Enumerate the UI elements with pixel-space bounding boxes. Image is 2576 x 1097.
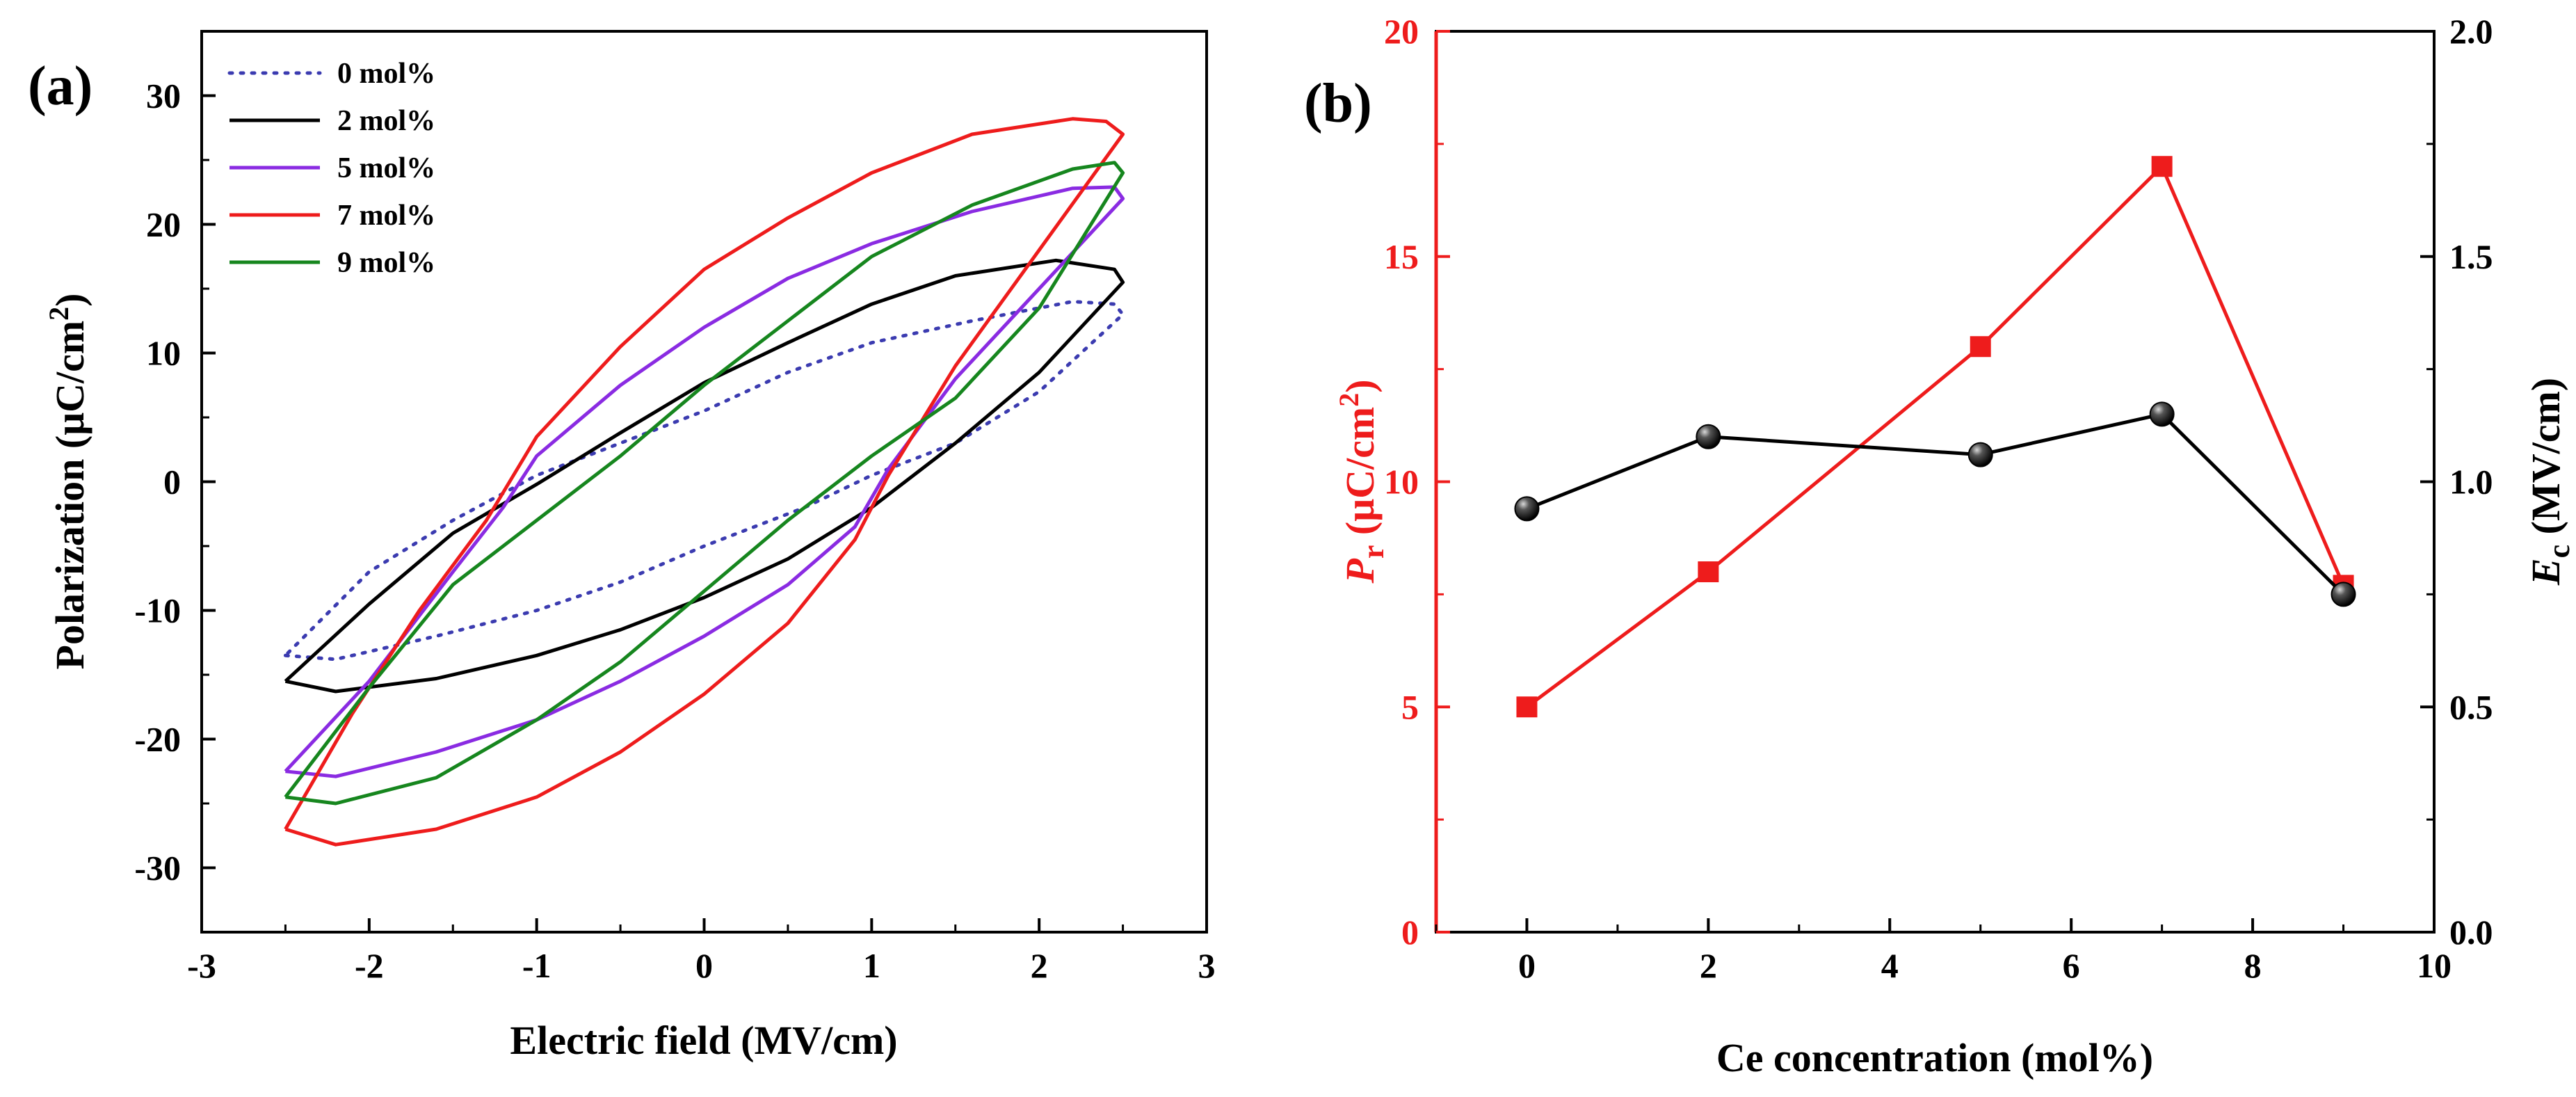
series-line-Ec (1526, 412, 2345, 596)
panel-a-y-ticks: -30 -20 -10 0 10 20 30 (134, 30, 216, 888)
panel-b-right-y-axis-label: Ec (MV/cm) (2523, 378, 2576, 586)
panel-b-right-y-tick-label: 1.5 (2449, 237, 2493, 276)
hysteresis-loop-2 (284, 185, 1125, 778)
legend-label-3: 7 mol% (337, 200, 435, 232)
panel-b-x-axis-label: Ce concentration (mol%) (1716, 1035, 2153, 1080)
hysteresis-loop-3 (284, 117, 1125, 847)
legend-label-2: 5 mol% (337, 152, 435, 184)
panel-b-x-tick-label: 8 (2244, 946, 2262, 985)
panel-b-left-y-tick-label: 0 (1401, 913, 1419, 952)
panel-a-y-label-close: ) (47, 294, 92, 307)
panel-b-x-tick-label: 4 (1881, 946, 1899, 985)
panel-b-left-y-tick-label: 5 (1401, 687, 1419, 726)
panel-b-label: (b) (1304, 73, 1372, 134)
data-point-Ec (2149, 401, 2175, 427)
panel-a-x-tick-label: 0 (695, 946, 713, 985)
panel-b-right-y-label-unit: (MV/cm) (2523, 378, 2568, 545)
panel-b-left-y-label-close: ) (1337, 379, 1383, 392)
panel-b-right-y-tick-label: 2.0 (2449, 12, 2493, 51)
panel-a-x-tick-label: 2 (1031, 946, 1048, 985)
hysteresis-loop-1 (284, 258, 1125, 694)
panel-b-right-y-tick-label: 0.5 (2449, 687, 2493, 726)
panel-b-chart: (b) 0 2 4 6 8 10 0 5 10 15 20 0.0 0.5 1.0 1.5 2.0 Ce … (1304, 12, 2576, 1080)
data-point-Pr (2151, 156, 2173, 177)
panel-a-y-tick-label: 0 (163, 463, 181, 502)
panel-b-left-y-tick-label: 10 (1384, 463, 1419, 502)
data-point-Ec (1967, 442, 1993, 467)
panel-b-left-y-label-symbol: P (1337, 559, 1383, 584)
panel-a-x-tick-label: -2 (355, 946, 384, 985)
panel-b-right-y-label-sub: c (2542, 545, 2576, 559)
panel-a-legend: 0 mol% 2 mol% 5 mol% 7 mol% 9 mol% (227, 58, 435, 279)
panel-a-y-tick-label: 30 (146, 77, 181, 115)
panel-a-y-axis-label: Polarization (μC/cm2) (43, 294, 92, 670)
legend-label-0: 0 mol% (337, 58, 435, 90)
panel-b-left-y-label-sup: 2 (1333, 393, 1365, 407)
panel-a-x-tick-label: 3 (1198, 946, 1216, 985)
data-point-Pr (1698, 561, 1719, 582)
data-point-Pr (1516, 696, 1538, 718)
panel-b-x-tick-label: 10 (2417, 946, 2452, 985)
panel-b-left-y-label-sub: r (1356, 545, 1390, 559)
legend-label-1: 2 mol% (337, 105, 435, 137)
panel-b-left-y-tick-label: 20 (1384, 12, 1419, 51)
panel-b-left-y-axis-label: Pr (μC/cm2) (1333, 379, 1390, 584)
data-point-Ec (1514, 496, 1540, 522)
panel-a-y-tick-label: -20 (134, 720, 181, 759)
panel-b-x-tick-label: 6 (2063, 946, 2080, 985)
panel-a-y-tick-label: 10 (146, 334, 181, 373)
panel-b-right-y-ticks: 0.0 0.5 1.0 1.5 2.0 (2420, 12, 2493, 952)
panel-a-series-group (283, 117, 1125, 847)
panel-b-left-y-tick-label: 15 (1384, 237, 1419, 276)
panel-a-y-tick-label: -10 (134, 591, 181, 630)
panel-a-y-tick-label: 20 (146, 205, 181, 244)
hysteresis-loop-0 (283, 300, 1125, 662)
panel-b-right-y-label-symbol: E (2523, 558, 2568, 586)
legend-label-4: 9 mol% (337, 247, 435, 279)
panel-a-y-tick-label: -30 (134, 849, 181, 888)
panel-b-x-tick-label: 0 (1518, 946, 1536, 985)
panel-b-series-group (1514, 156, 2356, 718)
panel-a-x-tick-label: -1 (522, 946, 552, 985)
panel-b-plot-frame (1435, 30, 2436, 934)
data-point-Ec (1696, 424, 1721, 449)
panel-b-left-y-label-unit: (μC/cm (1337, 407, 1383, 545)
panel-a-y-label-sup: 2 (43, 307, 74, 321)
panel-a-x-tick-label: -3 (187, 946, 216, 985)
panel-b-left-y-ticks: 0 5 10 15 20 (1384, 12, 1450, 952)
series-line-Pr (1526, 164, 2345, 709)
hysteresis-loop-4 (284, 161, 1125, 806)
panel-b-x-tick-label: 2 (1700, 946, 1717, 985)
data-point-Pr (1970, 336, 1991, 358)
panel-b-right-y-tick-label: 1.0 (2449, 463, 2493, 502)
panel-a-x-ticks: -3 -2 -1 0 1 2 3 (187, 918, 1216, 985)
panel-b-x-ticks: 0 2 4 6 8 10 (1435, 918, 2452, 985)
panel-b-right-y-tick-label: 0.0 (2449, 913, 2493, 952)
panel-a-x-tick-label: 1 (863, 946, 880, 985)
panel-a-x-axis-label: Electric field (MV/cm) (510, 1018, 897, 1063)
panel-a-label: (a) (28, 56, 92, 117)
data-point-Ec (2331, 582, 2356, 607)
panel-a-y-label-main: Polarization (μC/cm (47, 321, 92, 670)
